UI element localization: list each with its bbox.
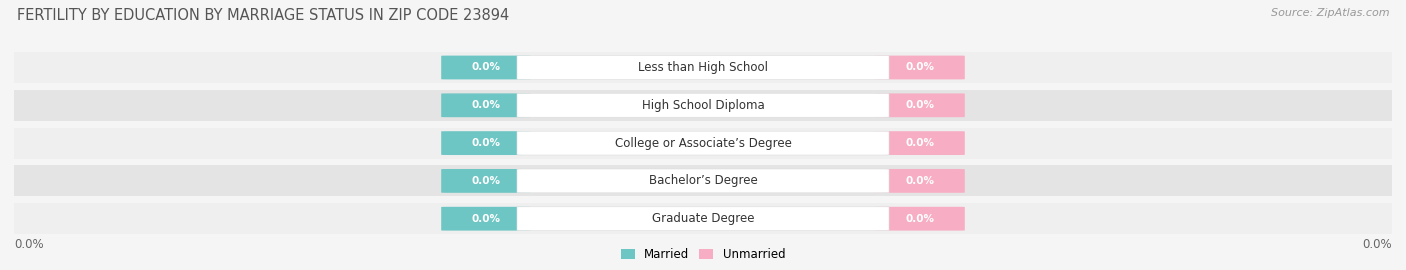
FancyBboxPatch shape (441, 169, 531, 193)
Bar (14, 52, 1392, 83)
Text: Less than High School: Less than High School (638, 61, 768, 74)
Text: High School Diploma: High School Diploma (641, 99, 765, 112)
Text: 0.0%: 0.0% (905, 62, 935, 73)
Text: 0.0%: 0.0% (471, 214, 501, 224)
FancyBboxPatch shape (441, 56, 531, 79)
Text: 0.0%: 0.0% (1362, 238, 1392, 251)
Text: 0.0%: 0.0% (905, 176, 935, 186)
Text: 0.0%: 0.0% (471, 62, 501, 73)
FancyBboxPatch shape (517, 207, 889, 231)
Bar (14, 128, 1392, 158)
FancyBboxPatch shape (441, 93, 531, 117)
FancyBboxPatch shape (875, 169, 965, 193)
Text: 0.0%: 0.0% (14, 238, 44, 251)
FancyBboxPatch shape (875, 56, 965, 79)
FancyBboxPatch shape (517, 93, 889, 117)
Text: College or Associate’s Degree: College or Associate’s Degree (614, 137, 792, 150)
Text: 0.0%: 0.0% (905, 100, 935, 110)
Text: Source: ZipAtlas.com: Source: ZipAtlas.com (1271, 8, 1389, 18)
FancyBboxPatch shape (441, 131, 531, 155)
Bar (14, 203, 1392, 234)
FancyBboxPatch shape (517, 131, 889, 155)
Text: 0.0%: 0.0% (471, 138, 501, 148)
Legend: Married, Unmarried: Married, Unmarried (616, 243, 790, 266)
FancyBboxPatch shape (441, 207, 531, 231)
FancyBboxPatch shape (517, 56, 889, 79)
Text: Graduate Degree: Graduate Degree (652, 212, 754, 225)
FancyBboxPatch shape (875, 207, 965, 231)
FancyBboxPatch shape (875, 131, 965, 155)
Bar (14, 166, 1392, 196)
FancyBboxPatch shape (875, 93, 965, 117)
Text: 0.0%: 0.0% (471, 100, 501, 110)
Bar (14, 90, 1392, 121)
Text: FERTILITY BY EDUCATION BY MARRIAGE STATUS IN ZIP CODE 23894: FERTILITY BY EDUCATION BY MARRIAGE STATU… (17, 8, 509, 23)
Text: 0.0%: 0.0% (905, 214, 935, 224)
Text: 0.0%: 0.0% (905, 138, 935, 148)
Text: 0.0%: 0.0% (471, 176, 501, 186)
Text: Bachelor’s Degree: Bachelor’s Degree (648, 174, 758, 187)
FancyBboxPatch shape (517, 169, 889, 193)
